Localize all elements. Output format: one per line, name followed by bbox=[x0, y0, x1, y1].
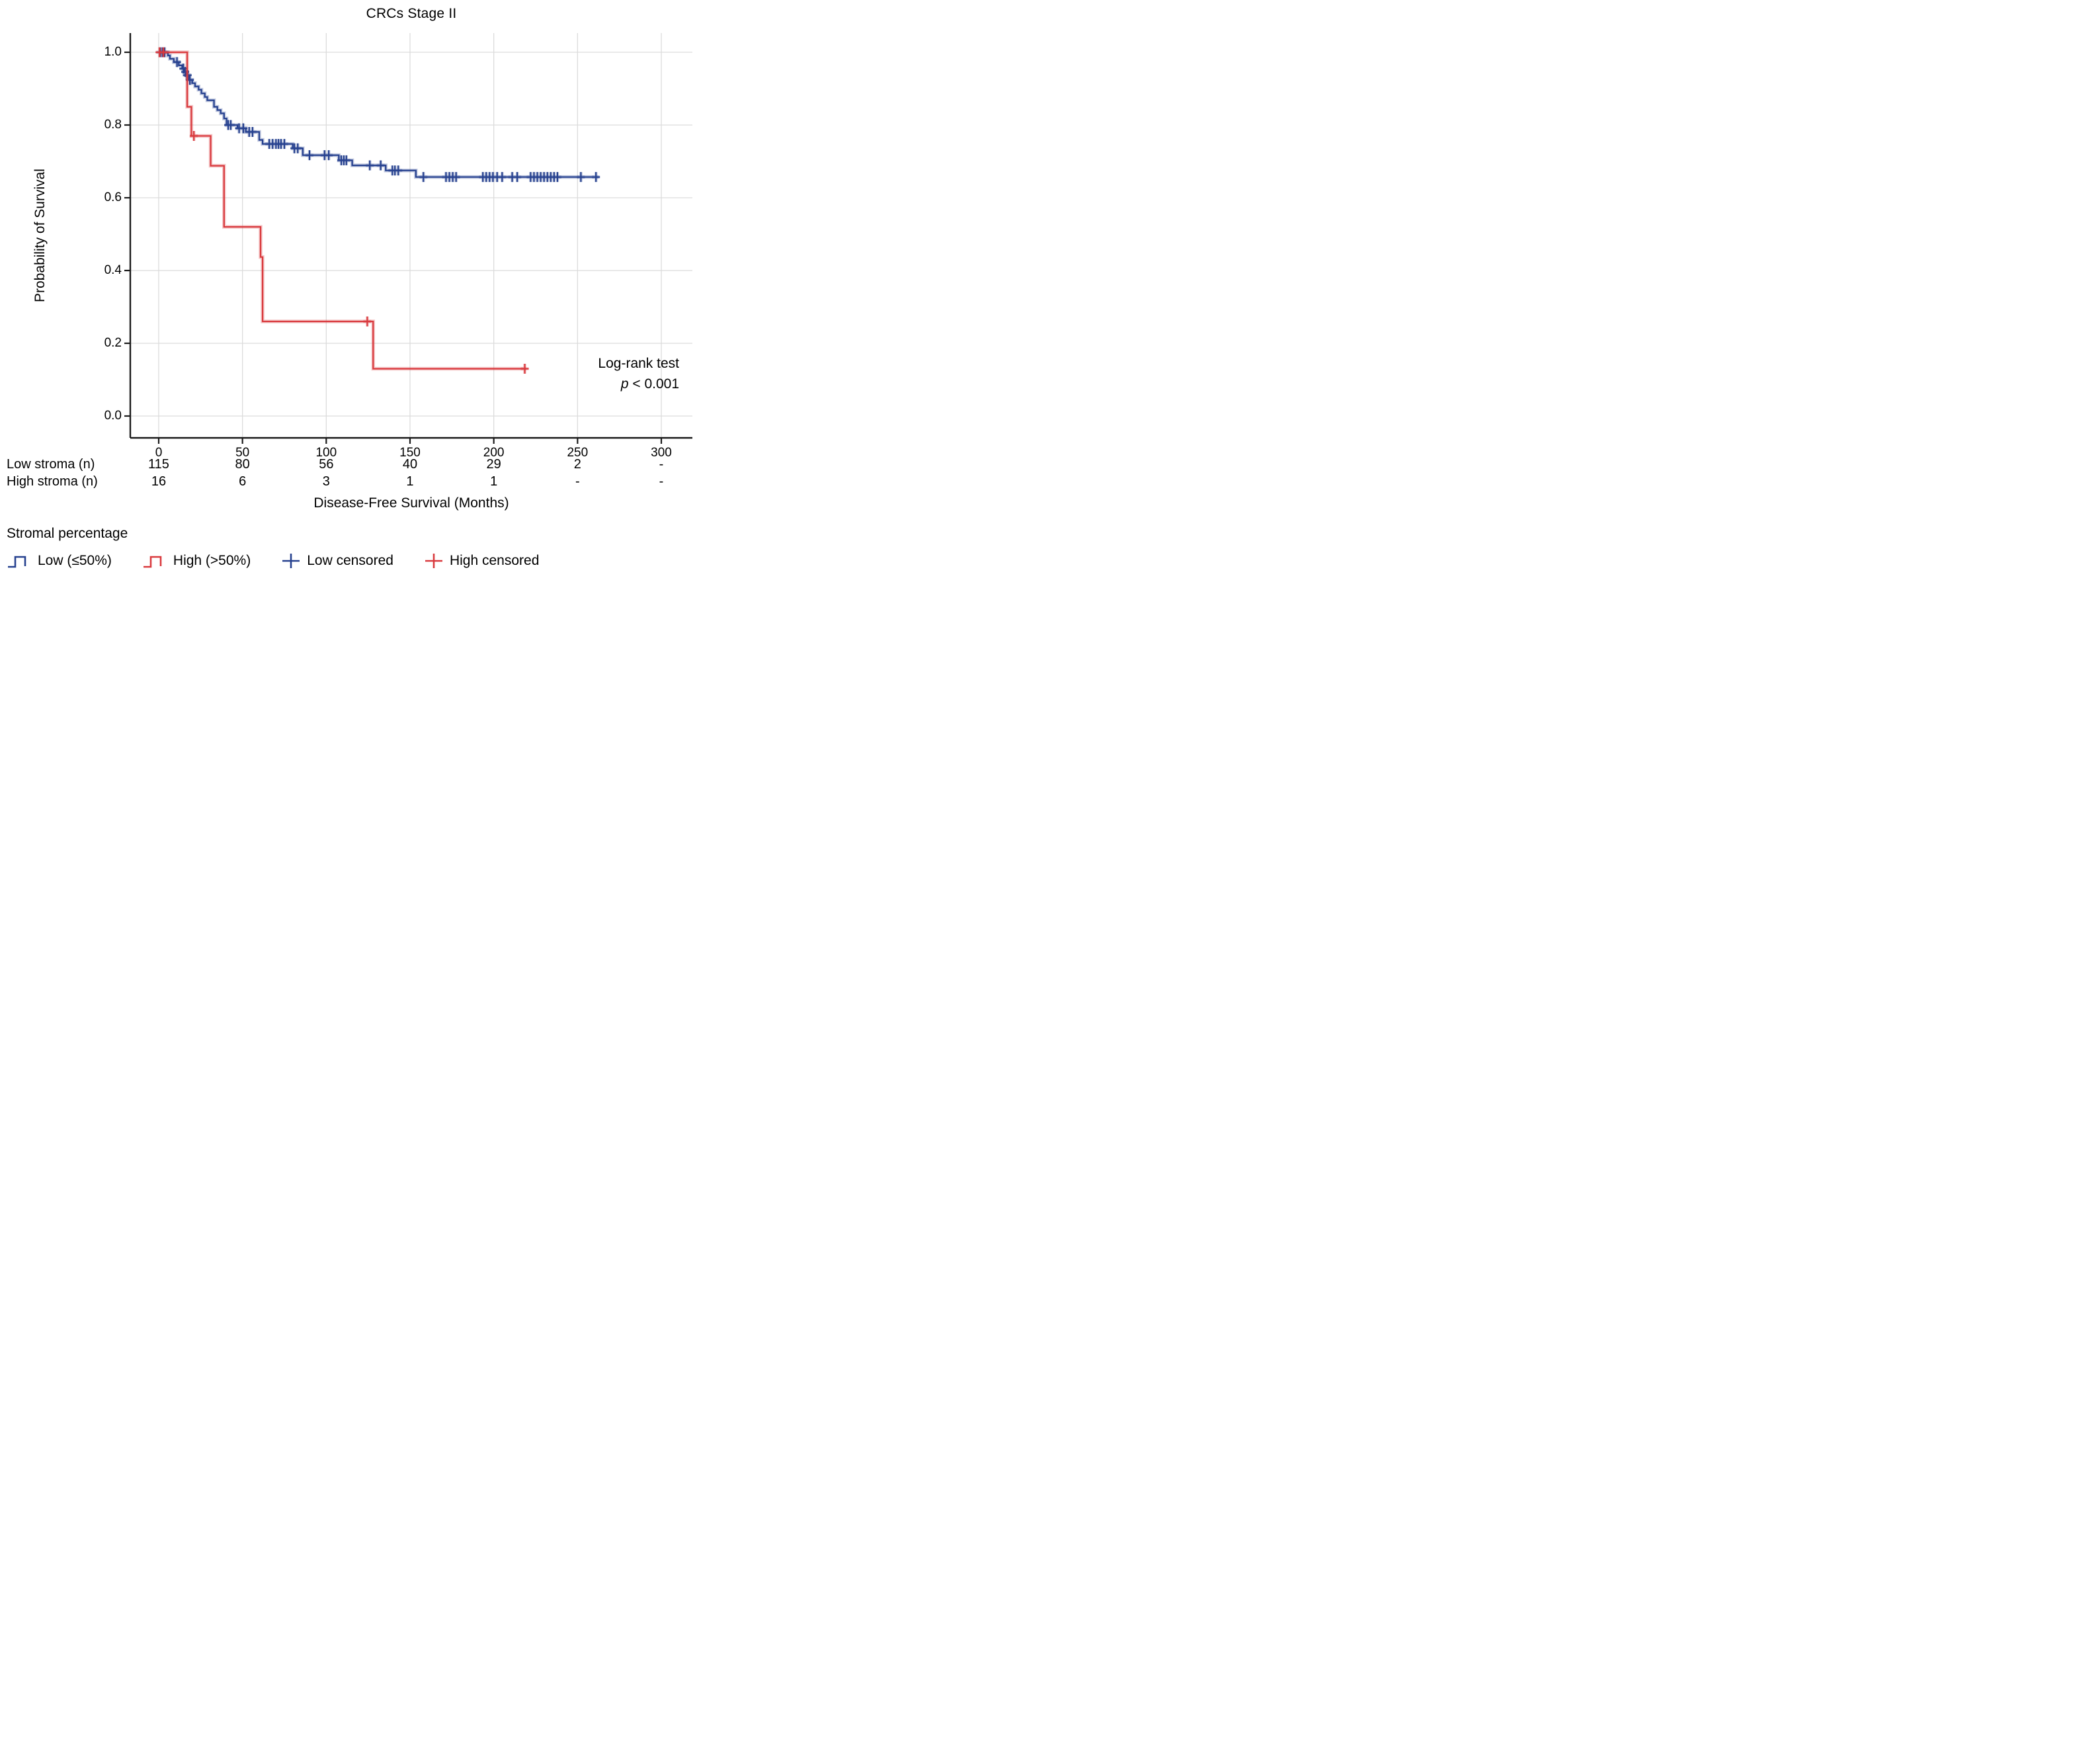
risk-count: 80 bbox=[235, 457, 250, 472]
legend-item-label: Low (≤50%) bbox=[38, 553, 112, 568]
risk-count: 2 bbox=[573, 457, 581, 472]
step-line-icon bbox=[143, 556, 162, 568]
censor-marks-halo-high bbox=[155, 47, 529, 374]
legend-title: Stromal percentage bbox=[7, 526, 128, 541]
y-tick-label: 0.4 bbox=[104, 263, 122, 277]
km-curve-low bbox=[159, 51, 598, 178]
x-tick-label: 300 bbox=[651, 446, 672, 460]
risk-count: - bbox=[659, 457, 664, 472]
x-tick-label: 100 bbox=[315, 446, 337, 460]
x-tick-label: 50 bbox=[235, 446, 250, 460]
y-tick-label: 0.8 bbox=[104, 118, 122, 132]
x-axis-label: Disease-Free Survival (Months) bbox=[313, 495, 509, 511]
risk-count: 1 bbox=[406, 474, 414, 489]
risk-row-label-low: Low stroma (n) bbox=[7, 457, 95, 472]
legend-item-label: High censored bbox=[449, 553, 540, 568]
p-value: < 0.001 bbox=[628, 376, 679, 392]
risk-count: 29 bbox=[486, 457, 501, 472]
legend-item-high: High (>50%) bbox=[142, 552, 251, 569]
step-line-icon bbox=[8, 556, 26, 568]
risk-count: 6 bbox=[239, 474, 247, 489]
risk-count: - bbox=[575, 474, 580, 489]
x-tick-label: 0 bbox=[155, 446, 163, 460]
censor-marks-high bbox=[155, 47, 529, 374]
logrank-annotation: Log-rank test p < 0.001 bbox=[598, 353, 679, 394]
legend-item-high-censored: High censored bbox=[424, 552, 539, 570]
risk-count: 115 bbox=[148, 457, 169, 472]
x-tick-label: 200 bbox=[483, 446, 505, 460]
y-tick-label: 0.0 bbox=[104, 409, 122, 423]
km-figure: CRCs Stage II Probability of Survival Di… bbox=[0, 0, 699, 588]
km-plot bbox=[124, 33, 692, 444]
chart-title: CRCs Stage II bbox=[366, 6, 457, 21]
legend: Low (≤50%) High (>50%) Low censored High… bbox=[7, 552, 539, 570]
risk-count: 3 bbox=[322, 474, 330, 489]
y-tick-label: 0.6 bbox=[104, 190, 122, 204]
km-curve-high bbox=[159, 51, 527, 370]
risk-count: 1 bbox=[490, 474, 498, 489]
risk-row-label-high: High stroma (n) bbox=[7, 474, 98, 489]
logrank-line1: Log-rank test bbox=[598, 356, 679, 371]
p-symbol: p bbox=[620, 376, 629, 392]
plus-censor-icon bbox=[425, 554, 442, 568]
legend-item-label: High (>50%) bbox=[173, 553, 251, 568]
risk-count: - bbox=[659, 474, 664, 489]
x-tick-label: 250 bbox=[567, 446, 589, 460]
y-tick-label: 0.2 bbox=[104, 336, 122, 350]
plus-censor-icon bbox=[282, 554, 300, 568]
risk-count: 40 bbox=[402, 457, 418, 472]
y-axis-label: Probability of Survival bbox=[32, 169, 48, 302]
legend-item-label: Low censored bbox=[307, 553, 393, 568]
x-tick-label: 150 bbox=[399, 446, 421, 460]
risk-count: 56 bbox=[319, 457, 334, 472]
legend-item-low-censored: Low censored bbox=[281, 552, 393, 570]
legend-item-low: Low (≤50%) bbox=[7, 552, 112, 569]
logrank-line2: p < 0.001 bbox=[598, 374, 679, 394]
y-tick-label: 1.0 bbox=[104, 45, 122, 59]
risk-count: 16 bbox=[151, 474, 167, 489]
